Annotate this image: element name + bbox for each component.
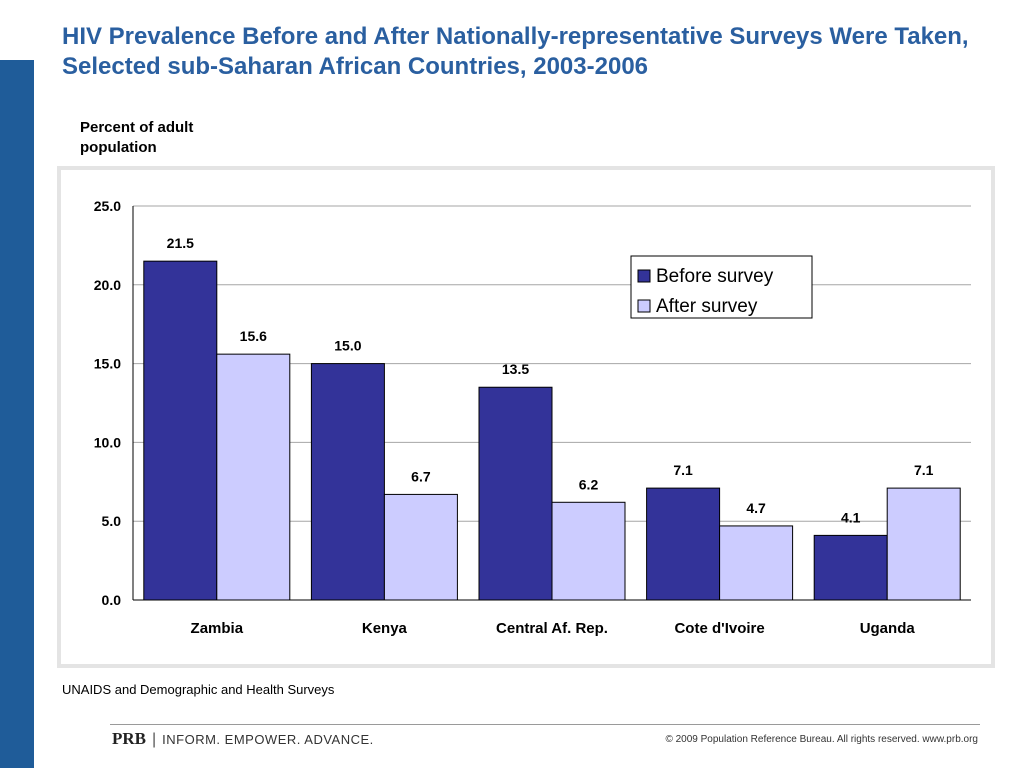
prb-logo: PRB bbox=[112, 729, 146, 748]
data-label: 13.5 bbox=[502, 361, 529, 377]
footer-brand: PRB | INFORM. EMPOWER. ADVANCE. bbox=[112, 729, 374, 749]
y-tick-label: 15.0 bbox=[94, 356, 121, 372]
x-tick-label: Cote d'Ivoire bbox=[674, 620, 764, 637]
y-tick-label: 10.0 bbox=[94, 434, 121, 450]
data-label: 4.1 bbox=[841, 509, 861, 525]
footer-separator: | bbox=[152, 731, 157, 748]
bar bbox=[143, 260, 218, 601]
bar bbox=[310, 363, 385, 601]
chart-frame: 0.0 5.0 10.0 15.0 20.0 25.0 21.5 15.6 Zambia 15.0… bbox=[57, 166, 995, 668]
legend-swatch bbox=[637, 269, 651, 283]
footer-tagline: INFORM. EMPOWER. ADVANCE. bbox=[162, 732, 374, 747]
data-label: 7.1 bbox=[914, 462, 934, 478]
bar-chart: 0.0 5.0 10.0 15.0 20.0 25.0 21.5 15.6 Zambia 15.0… bbox=[94, 198, 971, 637]
data-label: 15.6 bbox=[240, 328, 267, 344]
y-tick-label: 0.0 bbox=[102, 592, 122, 608]
bar bbox=[719, 525, 794, 601]
x-tick-label: Zambia bbox=[191, 620, 244, 637]
source-note: UNAIDS and Demographic and Health Survey… bbox=[62, 682, 335, 697]
bar bbox=[383, 493, 458, 601]
page-title: HIV Prevalence Before and After National… bbox=[62, 23, 969, 80]
bar bbox=[886, 487, 961, 601]
bar bbox=[646, 487, 721, 601]
legend-box bbox=[630, 255, 813, 319]
legend-swatch bbox=[637, 299, 651, 313]
x-tick-label: Kenya bbox=[362, 620, 408, 637]
data-label: 21.5 bbox=[167, 235, 194, 251]
y-tick-label: 20.0 bbox=[94, 277, 121, 293]
x-tick-label: Central Af. Rep. bbox=[496, 620, 608, 637]
bar bbox=[551, 501, 626, 601]
footer-divider bbox=[110, 724, 980, 725]
legend-label: After survey bbox=[656, 296, 758, 317]
data-label: 7.1 bbox=[673, 462, 693, 478]
bar bbox=[813, 534, 888, 601]
data-label: 6.2 bbox=[579, 476, 599, 492]
side-accent-bar bbox=[0, 60, 34, 768]
data-label: 15.0 bbox=[334, 338, 361, 354]
data-label: 6.7 bbox=[411, 468, 431, 484]
legend-label: Before survey bbox=[656, 266, 774, 287]
y-axis-label: Percent of adult population bbox=[80, 119, 194, 156]
y-tick-label: 25.0 bbox=[94, 198, 121, 214]
footer-copyright: © 2009 Population Reference Bureau. All … bbox=[665, 734, 978, 745]
data-label: 4.7 bbox=[746, 500, 766, 516]
bar bbox=[478, 386, 553, 601]
y-tick-label: 5.0 bbox=[102, 513, 122, 529]
x-tick-label: Uganda bbox=[860, 620, 916, 637]
bar bbox=[216, 353, 291, 601]
